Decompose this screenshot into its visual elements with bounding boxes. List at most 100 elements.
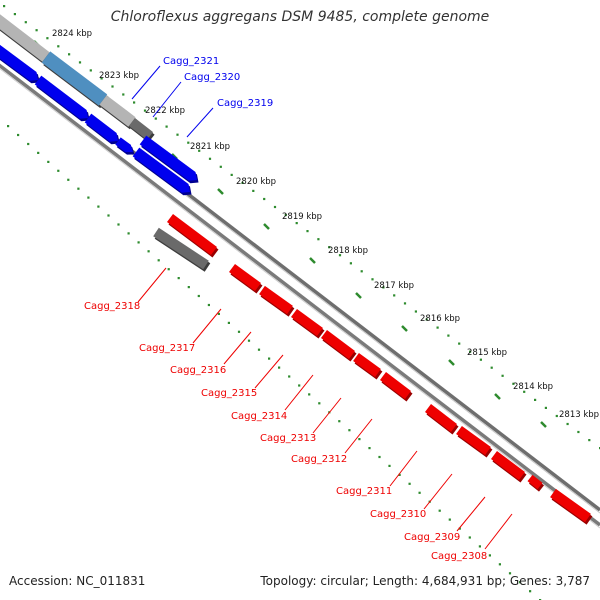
leader-line (312, 397, 342, 434)
outer-dot (89, 69, 92, 72)
inner-dot (7, 125, 10, 128)
inner-dot (47, 160, 50, 163)
outer-dot (523, 390, 526, 393)
gene-cagg-2308 (550, 488, 591, 523)
label-cagg-2311: Cagg_2311 (336, 486, 392, 497)
inner-dot (147, 250, 150, 253)
outer-dot (284, 213, 287, 217)
leader-line (423, 473, 453, 510)
leader-line (131, 65, 161, 100)
inner-dot (348, 429, 351, 432)
gene-block (99, 95, 136, 127)
outer-dot (469, 350, 472, 353)
outer-dot (133, 101, 136, 104)
outer-dot (306, 230, 309, 233)
outer-dot (57, 45, 60, 48)
outer-dot (143, 109, 147, 112)
label-cagg-2309: Cagg_2309 (404, 532, 460, 543)
backbone-highlight (0, 68, 600, 529)
leader-line (152, 81, 182, 118)
gene-cagg-2321 (41, 51, 108, 106)
outer-dot (176, 133, 179, 136)
genes (0, 14, 593, 525)
tick-mark (448, 359, 455, 366)
inner-dot (518, 581, 522, 584)
outer-dot (252, 189, 255, 192)
outer-dot (208, 157, 212, 160)
tick-dots (3, 5, 600, 600)
label-cagg-2319: Cagg_2319 (217, 98, 273, 109)
outer-dot (544, 406, 547, 409)
tick-mark (263, 223, 270, 230)
inner-dot (17, 133, 20, 137)
outer-dot (328, 246, 331, 249)
inner-dot (97, 205, 100, 208)
outer-dot (393, 294, 396, 297)
tick-label: 2823 kbp (99, 71, 139, 81)
outer-dot (187, 141, 190, 144)
gene-block (0, 14, 50, 62)
tick-mark (309, 257, 316, 264)
leader-line (484, 513, 513, 550)
outer-dot (458, 342, 461, 345)
outer-dot (317, 238, 320, 241)
inner-dot (107, 214, 110, 217)
inner-dot (508, 572, 512, 575)
inner-dot (498, 563, 501, 566)
outer-dot (111, 85, 114, 88)
inner-dot (157, 259, 160, 262)
leader-line (456, 496, 486, 532)
outer-dot (295, 222, 298, 225)
inner-dot (127, 232, 130, 235)
gene-cagg-2317 (229, 264, 261, 291)
outer-dot (13, 13, 16, 16)
gene-block (527, 474, 543, 490)
tick-mark (355, 292, 362, 299)
outer-dot (3, 5, 6, 8)
leader-line (137, 267, 167, 303)
inner-dot (278, 366, 281, 369)
inner-dot (488, 554, 491, 557)
inner-dot (438, 509, 441, 512)
inner-dot (187, 286, 190, 289)
tick-marks: 2824 kbp 2823 kbp 2822 kbp 2821 kbp 2820 kbp… (33, 29, 599, 428)
genome-summary-text: Topology: circular; Length: 4,684,931 bp… (260, 574, 590, 588)
label-cagg-2310: Cagg_2310 (370, 509, 426, 520)
tick-label: 2818 kbp (328, 246, 368, 256)
outer-dot (447, 334, 450, 337)
gene-cagg-2320 (115, 137, 133, 153)
outer-dot (219, 165, 222, 168)
inner-dot (117, 223, 120, 226)
label-cagg-2313: Cagg_2313 (260, 433, 316, 444)
inner-dot (67, 178, 70, 181)
inner-dot (137, 241, 140, 244)
outer-dot (165, 125, 168, 128)
tick-label: 2822 kbp (145, 106, 185, 116)
inner-dot (27, 142, 30, 146)
tick-label: 2815 kbp (467, 348, 507, 358)
inner-dot (37, 151, 40, 154)
inner-dot (268, 357, 271, 360)
outer-dot (273, 205, 277, 209)
inner-dot (308, 393, 311, 396)
inner-dot (529, 590, 532, 593)
label-cagg-2314: Cagg_2314 (231, 411, 287, 422)
inner-dot (217, 312, 220, 315)
label-cagg-2308: Cagg_2308 (431, 551, 487, 562)
gene-block (128, 118, 154, 140)
gene-labels: Cagg_2321 Cagg_2320 Cagg_2319 Cagg_2318 Cagg… (84, 56, 513, 562)
leader-line (186, 107, 214, 138)
inner-dot (408, 482, 411, 485)
outer-dot (46, 37, 49, 40)
gene-block (132, 147, 190, 193)
outer-dot (371, 278, 374, 281)
tick-label: 2820 kbp (236, 177, 276, 187)
label-cagg-2315: Cagg_2315 (201, 388, 257, 399)
outer-dot (534, 398, 537, 401)
outer-dot (512, 382, 515, 385)
label-cagg-2321: Cagg_2321 (163, 56, 219, 67)
outer-dot (78, 61, 82, 64)
inner-dot (298, 384, 301, 387)
outer-dot (382, 286, 385, 289)
